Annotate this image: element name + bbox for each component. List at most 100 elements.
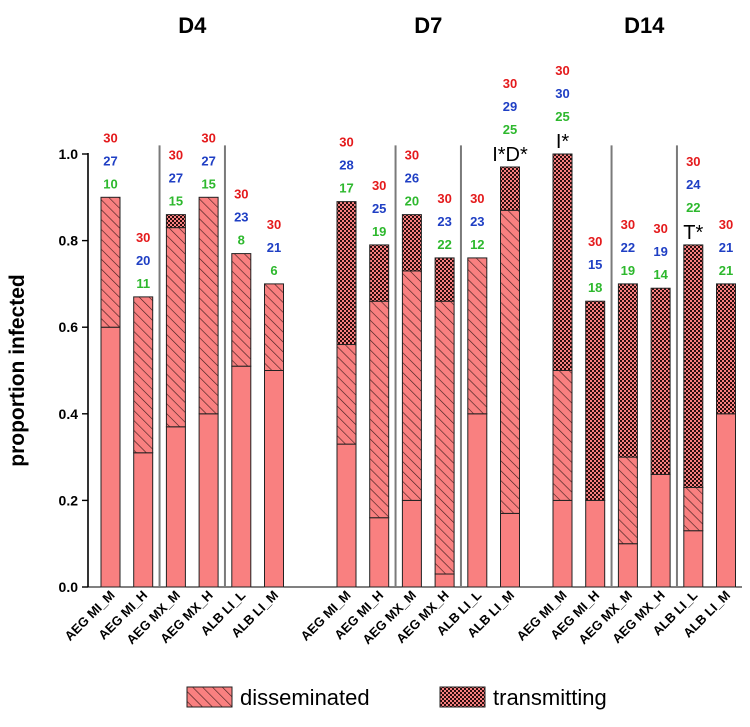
count-label: 26 — [405, 171, 419, 186]
bar-disseminated — [552, 370, 573, 501]
bar-disseminated — [401, 270, 422, 501]
legend: disseminated transmitting — [186, 685, 607, 710]
significance-annotation: I*D* — [492, 144, 528, 166]
y-tick-label: 0.2 — [59, 492, 79, 508]
bar-infected — [401, 499, 422, 588]
bar-disseminated — [231, 253, 252, 367]
axes: 0.0 0.2 0.4 0.6 0.8 1.0 proportion infected — [6, 145, 742, 595]
bar-infected — [100, 326, 121, 588]
bar-disseminated — [369, 300, 390, 519]
count-label: 30 — [555, 86, 569, 101]
count-label: 19 — [372, 224, 386, 239]
count-label: 12 — [470, 237, 484, 252]
bar-transmitting — [716, 283, 736, 415]
bar-disseminated — [264, 283, 284, 371]
count-label: 6 — [270, 263, 277, 278]
count-label: 27 — [103, 153, 117, 168]
significance-annotation: I* — [556, 131, 570, 153]
count-label: 28 — [339, 158, 353, 173]
count-label: 30 — [201, 130, 215, 145]
y-axis-label: proportion infected — [6, 274, 29, 467]
bar-transmitting — [683, 244, 704, 488]
significance-annotation: T* — [683, 222, 703, 244]
bar-infected — [500, 512, 520, 588]
count-label: 30 — [719, 217, 733, 232]
count-label: 30 — [437, 191, 451, 206]
panel-title: D7 — [414, 13, 442, 38]
bar-disseminated — [133, 296, 154, 454]
y-tick-label: 0.6 — [59, 319, 79, 335]
count-label: 25 — [555, 109, 569, 124]
bar-transmitting — [369, 244, 390, 302]
count-label: 22 — [686, 200, 700, 215]
bar-transmitting — [650, 287, 671, 475]
bar-infected — [133, 452, 154, 588]
bar-disseminated — [500, 209, 520, 514]
count-label: 22 — [621, 240, 635, 255]
count-label: 23 — [470, 214, 484, 229]
count-label: 30 — [621, 217, 635, 232]
count-label: 30 — [686, 154, 700, 169]
bar-infected — [683, 530, 704, 588]
count-label: 21 — [267, 240, 281, 255]
bar-disseminated — [198, 196, 219, 415]
count-label: 30 — [503, 76, 517, 91]
count-label: 24 — [686, 177, 701, 192]
bar-disseminated — [165, 227, 186, 428]
bar-infected — [198, 413, 219, 588]
bar-transmitting — [434, 257, 455, 302]
bar-infected — [369, 517, 390, 588]
count-label: 27 — [201, 153, 215, 168]
legend-label-transmitting: transmitting — [493, 685, 607, 710]
panel-title: D4 — [178, 13, 207, 38]
bar-infected — [585, 499, 606, 588]
count-label: 30 — [405, 148, 419, 163]
bar-infected — [552, 499, 573, 588]
bar-transmitting — [165, 214, 186, 229]
count-label: 15 — [201, 176, 215, 191]
bar-transmitting — [336, 201, 357, 346]
bar-disseminated — [467, 257, 488, 415]
legend-swatch-transmitting — [439, 686, 486, 708]
count-label: 29 — [503, 99, 517, 114]
count-label: 27 — [169, 171, 183, 186]
count-label: 30 — [339, 135, 353, 150]
count-label: 30 — [470, 191, 484, 206]
count-label: 25 — [372, 201, 386, 216]
bars — [100, 153, 736, 588]
count-label: 21 — [719, 263, 733, 278]
count-label: 15 — [169, 194, 183, 209]
count-label: 23 — [234, 210, 248, 225]
count-label: 20 — [136, 253, 150, 268]
bar-disseminated — [336, 344, 357, 445]
panel-title: D14 — [624, 13, 665, 38]
bar-infected — [264, 370, 284, 588]
count-label: 17 — [339, 181, 353, 196]
count-label: 20 — [405, 194, 419, 209]
count-label: 30 — [267, 217, 281, 232]
bar-infected — [165, 426, 186, 588]
count-label: 30 — [653, 221, 667, 236]
bar-disseminated — [617, 456, 638, 545]
bar-transmitting — [585, 300, 606, 501]
bar-disseminated — [434, 300, 455, 575]
count-label: 15 — [588, 257, 602, 272]
bar-infected — [467, 413, 488, 588]
bar-infected — [231, 365, 252, 588]
count-label: 23 — [437, 214, 451, 229]
count-label: 30 — [169, 148, 183, 163]
count-label: 25 — [503, 122, 517, 137]
bar-infected — [434, 573, 455, 588]
count-label: 19 — [621, 263, 635, 278]
bar-infected — [336, 443, 357, 588]
bar-disseminated — [100, 196, 121, 328]
count-label: 11 — [136, 276, 150, 291]
legend-label-disseminated: disseminated — [240, 685, 370, 710]
bar-infected — [650, 473, 671, 588]
y-tick-label: 0.4 — [59, 406, 79, 422]
count-label: 14 — [653, 267, 668, 282]
count-label: 30 — [234, 187, 248, 202]
bar-infected — [617, 543, 638, 588]
